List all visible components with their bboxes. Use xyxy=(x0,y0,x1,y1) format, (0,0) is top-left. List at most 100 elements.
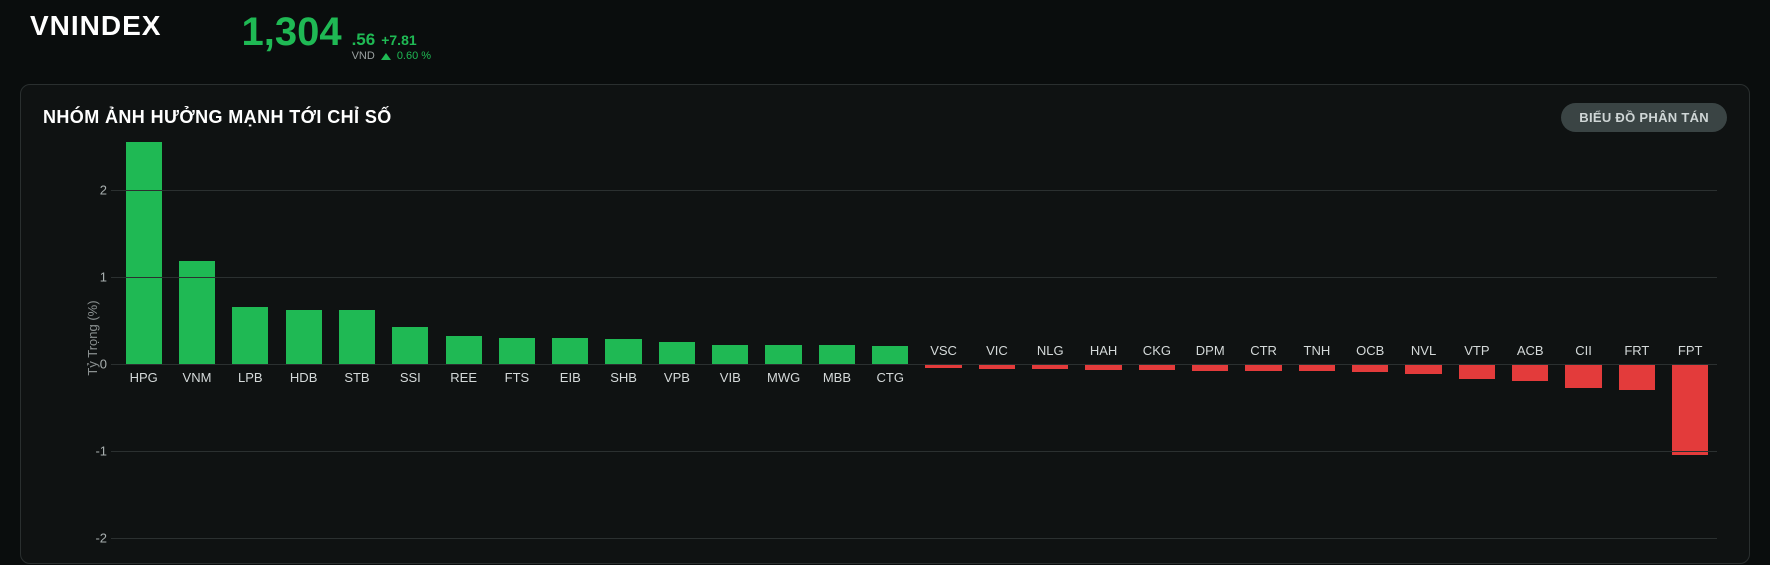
bar-slot: CII xyxy=(1557,138,1610,538)
bar[interactable] xyxy=(1565,364,1601,388)
bar-label: SSI xyxy=(400,370,421,385)
bar-slot: CKG xyxy=(1130,138,1183,538)
bar-label: FPT xyxy=(1678,343,1703,358)
bar-label: FRT xyxy=(1624,343,1649,358)
bar-label: SHB xyxy=(610,370,637,385)
bar-slot: STB xyxy=(330,138,383,538)
bar-slot: LPB xyxy=(224,138,277,538)
bar[interactable] xyxy=(499,338,535,364)
bar-slot: VSC xyxy=(917,138,970,538)
bar-slot: FRT xyxy=(1610,138,1663,538)
index-header: VNINDEX 1,304 .56 +7.81 VND 0.60 % xyxy=(0,0,1770,64)
bar[interactable] xyxy=(659,342,695,364)
bar[interactable] xyxy=(1459,364,1495,380)
bar-label: ACB xyxy=(1517,343,1544,358)
bar-slot: VIB xyxy=(704,138,757,538)
bar-label: VIC xyxy=(986,343,1008,358)
y-tick: -2 xyxy=(83,530,107,545)
bar[interactable] xyxy=(446,336,482,364)
bar[interactable] xyxy=(552,338,588,364)
bar-label: MBB xyxy=(823,370,851,385)
bar-slot: ACB xyxy=(1504,138,1557,538)
bar-label: VIB xyxy=(720,370,741,385)
chart-area: Tỷ Trọng (%) HPGVNMLPBHDBSTBSSIREEFTSEIB… xyxy=(83,138,1717,538)
bar-slot: SHB xyxy=(597,138,650,538)
gridline xyxy=(111,451,1717,452)
bar[interactable] xyxy=(232,307,268,364)
bar-slot: CTG xyxy=(864,138,917,538)
bar[interactable] xyxy=(126,142,162,364)
bar-label: LPB xyxy=(238,370,263,385)
bar[interactable] xyxy=(392,327,428,364)
bar-slot: REE xyxy=(437,138,490,538)
bar[interactable] xyxy=(1619,364,1655,390)
bar-label: VTP xyxy=(1464,343,1489,358)
bar-slot: VPB xyxy=(650,138,703,538)
bar[interactable] xyxy=(1512,364,1548,381)
bar-slot: FPT xyxy=(1664,138,1717,538)
bar-label: REE xyxy=(450,370,477,385)
bar-label: VPB xyxy=(664,370,690,385)
price-detail: .56 +7.81 VND 0.60 % xyxy=(352,30,431,64)
bar[interactable] xyxy=(1672,364,1708,455)
panel-title: NHÓM ẢNH HƯỞNG MẠNH TỚI CHỈ SỐ xyxy=(43,107,392,128)
gridline xyxy=(111,364,1717,365)
bar-slot: OCB xyxy=(1344,138,1397,538)
bar-slot: MWG xyxy=(757,138,810,538)
bar[interactable] xyxy=(765,345,801,364)
bar[interactable] xyxy=(872,346,908,363)
bar-slot: HPG xyxy=(117,138,170,538)
bar-slot: EIB xyxy=(544,138,597,538)
bar-label: NLG xyxy=(1037,343,1064,358)
y-tick: -1 xyxy=(83,443,107,458)
gridline xyxy=(111,190,1717,191)
bar[interactable] xyxy=(1192,364,1228,371)
bar-slot: NLG xyxy=(1024,138,1077,538)
bar-label: HAH xyxy=(1090,343,1117,358)
bar[interactable] xyxy=(1352,364,1388,373)
bar[interactable] xyxy=(605,339,641,363)
bar[interactable] xyxy=(1405,364,1441,374)
bar-slot: CTR xyxy=(1237,138,1290,538)
price-change-pct: 0.60 % xyxy=(397,50,431,63)
bar-label: TNH xyxy=(1304,343,1331,358)
bar-label: HPG xyxy=(130,370,158,385)
index-name: VNINDEX xyxy=(30,10,161,42)
bar-label: DPM xyxy=(1196,343,1225,358)
bar-label: EIB xyxy=(560,370,581,385)
bar-label: CKG xyxy=(1143,343,1171,358)
gridline xyxy=(111,277,1717,278)
scatter-chart-button[interactable]: BIỂU ĐỒ PHÂN TÁN xyxy=(1561,103,1727,132)
bar-label: STB xyxy=(344,370,369,385)
bar-slot: VTP xyxy=(1450,138,1503,538)
bars-container: HPG VNM LPB HDB STB SSI REE FTS EIB SHB VPB VIB MWG M… xyxy=(117,138,1717,538)
bar-label: VNM xyxy=(183,370,212,385)
bar[interactable] xyxy=(339,310,375,364)
y-tick: 2 xyxy=(83,182,107,197)
bar-slot: DPM xyxy=(1184,138,1237,538)
bar[interactable] xyxy=(286,310,322,364)
gridline xyxy=(111,538,1717,539)
bar-slot: HDB xyxy=(277,138,330,538)
bar[interactable] xyxy=(1245,364,1281,371)
bar-label: CTR xyxy=(1250,343,1277,358)
bar[interactable] xyxy=(1299,364,1335,372)
bar-label: VSC xyxy=(930,343,957,358)
bar-slot: MBB xyxy=(810,138,863,538)
bar-label: HDB xyxy=(290,370,317,385)
bar[interactable] xyxy=(819,345,855,364)
bar[interactable] xyxy=(712,345,748,364)
bar-label: CII xyxy=(1575,343,1592,358)
bar-slot: TNH xyxy=(1290,138,1343,538)
bar-slot: HAH xyxy=(1077,138,1130,538)
bar-label: MWG xyxy=(767,370,800,385)
bar-label: OCB xyxy=(1356,343,1384,358)
price-block: 1,304 .56 +7.81 VND 0.60 % xyxy=(241,10,431,64)
bar-slot: NVL xyxy=(1397,138,1450,538)
y-tick: 0 xyxy=(83,356,107,371)
up-triangle-icon xyxy=(381,53,391,60)
price-decimal: .56 xyxy=(352,30,376,50)
bar-slot: FTS xyxy=(490,138,543,538)
bar-slot: VIC xyxy=(970,138,1023,538)
bar-chart: HPG VNM LPB HDB STB SSI REE FTS EIB SHB VPB VIB MWG M… xyxy=(83,138,1717,538)
